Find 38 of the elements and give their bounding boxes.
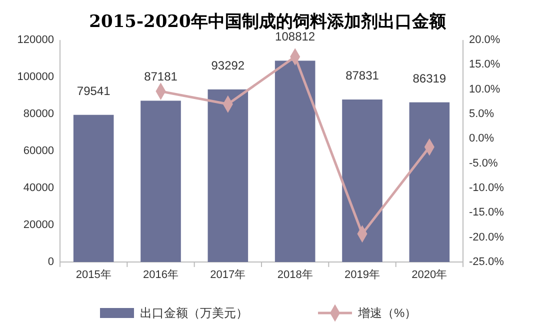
y2-tick-label: -10.0% [469, 182, 504, 194]
bar [73, 114, 114, 262]
y-tick-label: 100000 [17, 71, 54, 83]
y-tick-label: 40000 [23, 182, 54, 194]
legend-label: 增速（%） [357, 306, 417, 320]
data-label: 93292 [211, 58, 245, 72]
bar [208, 89, 248, 262]
y2-tick-label: -25.0% [469, 256, 504, 268]
x-tick-label: 2019年 [344, 268, 380, 281]
y-tick-label: 0 [48, 256, 54, 268]
x-tick-label: 2017年 [210, 268, 246, 281]
x-tick-label: 2020年 [412, 268, 448, 281]
y2-tick-label: 0.0% [469, 132, 494, 145]
y2-tick-label: -5.0% [469, 157, 498, 170]
y2-tick-label: 5.0% [469, 108, 494, 120]
x-tick-label: 2015年 [76, 268, 112, 281]
y2-tick-label: 15.0% [469, 58, 500, 71]
data-label: 87181 [144, 70, 178, 84]
bar [342, 100, 382, 262]
y-tick-label: 80000 [23, 108, 54, 120]
legend-label: 出口金额（万美元） [140, 306, 248, 320]
bar [140, 100, 181, 262]
chart-title: 2015-2020年中国制成的饲料添加剂出口金额 [89, 12, 447, 32]
data-label: 87831 [346, 68, 380, 83]
data-label: 86319 [412, 71, 446, 86]
y2-tick-label: 20.0% [469, 34, 500, 46]
y2-tick-label: -20.0% [469, 231, 504, 244]
y-tick-label: 20000 [23, 219, 54, 231]
y-tick-label: 120000 [17, 34, 54, 46]
bar [274, 60, 316, 262]
y2-tick-label: -15.0% [469, 206, 504, 219]
data-label: 79541 [76, 84, 111, 98]
x-tick-label: 2018年 [277, 268, 313, 281]
bar [409, 102, 450, 262]
data-label: 108812 [275, 30, 316, 44]
y2-tick-label: 10.0% [469, 83, 500, 96]
y-tick-label: 60000 [23, 145, 54, 157]
x-tick-label: 2016年 [143, 268, 178, 281]
